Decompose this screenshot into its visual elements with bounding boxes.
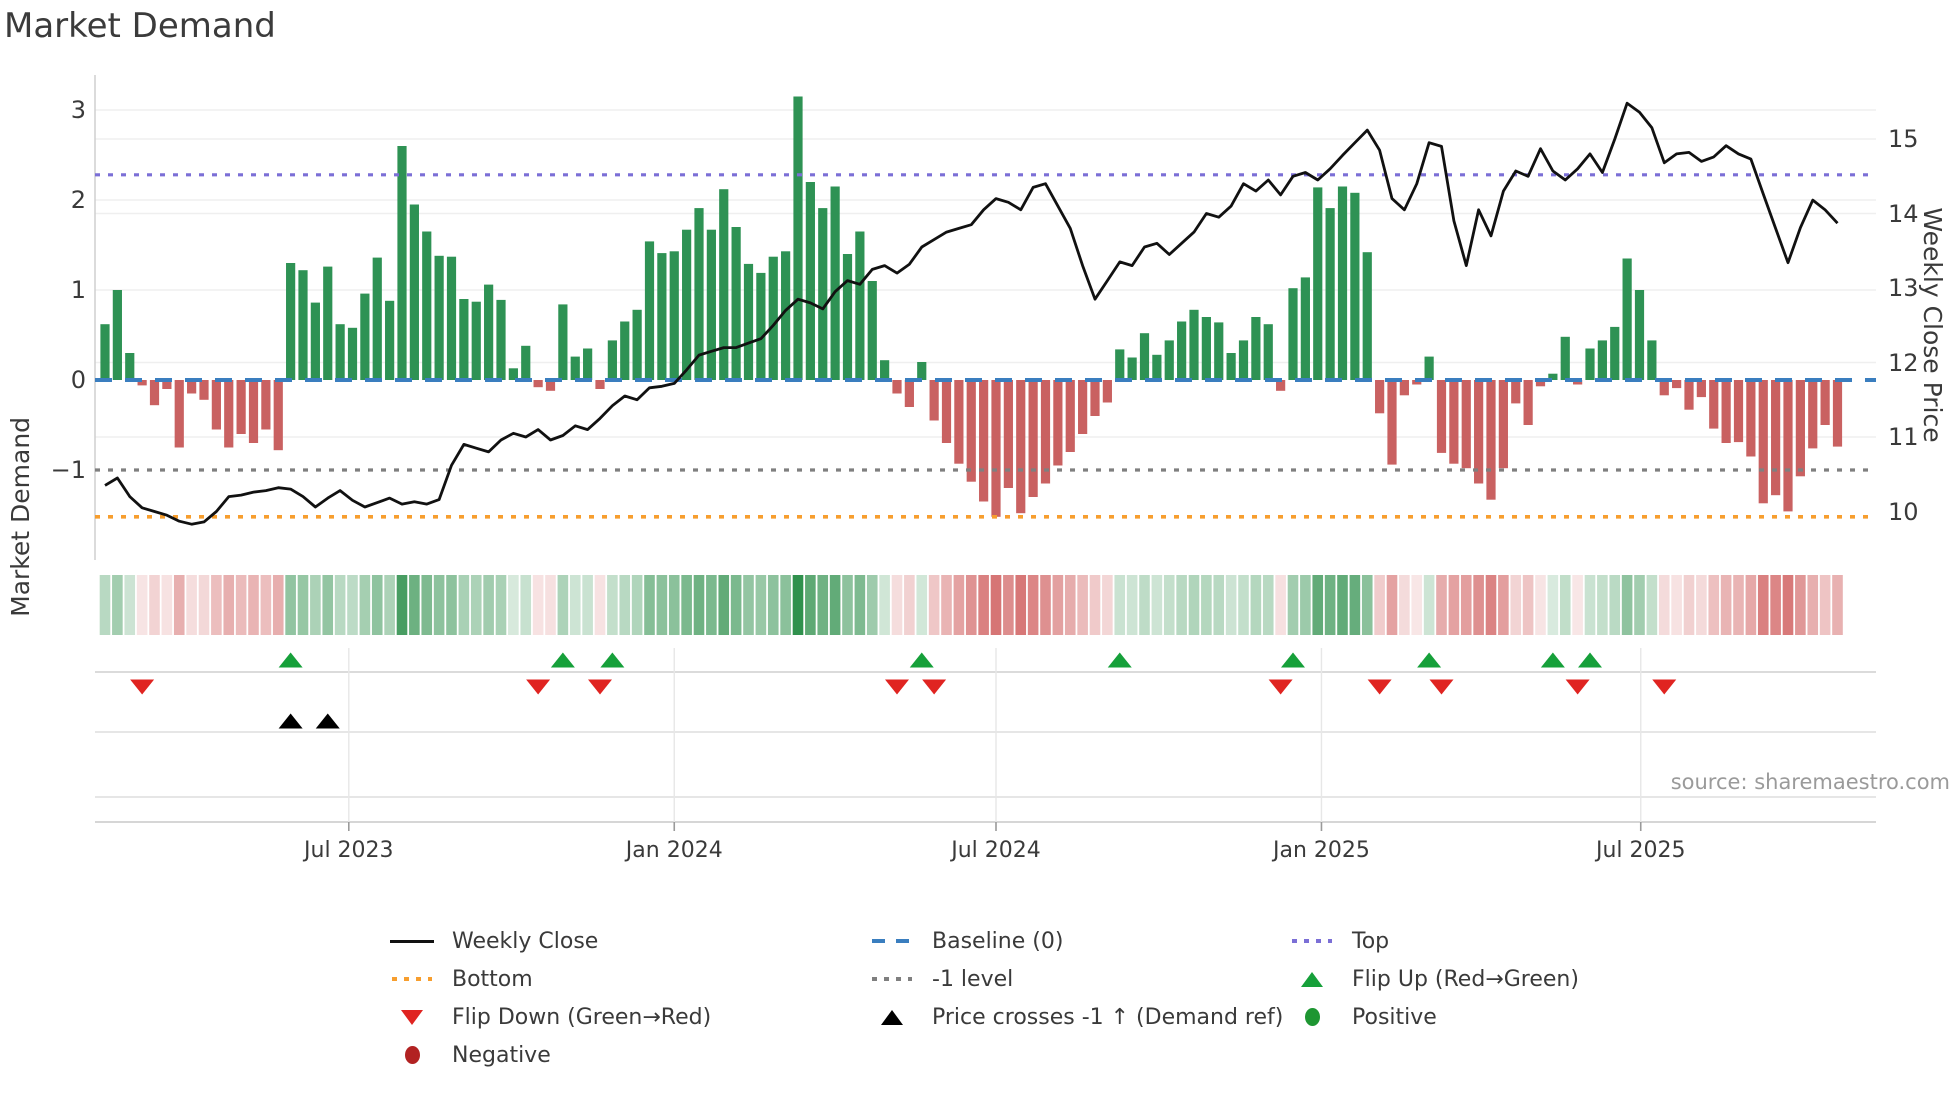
- legend-item: Baseline (0): [868, 922, 1283, 960]
- legend-column-2: Baseline (0) -1 level Price crosses -1 ↑ (…: [868, 922, 1283, 1036]
- legend-column-1: Weekly Close Bottom Flip Down (Green→Red) N…: [388, 922, 711, 1074]
- legend-item: Positive: [1288, 998, 1579, 1036]
- legend-label: Baseline (0): [932, 928, 1064, 954]
- legend-label: Bottom: [452, 966, 533, 992]
- right-tick-13: 13: [1888, 274, 1919, 302]
- legend-tri-up-icon: [1288, 971, 1336, 987]
- x-tick-jul-2024: Jul 2024: [951, 838, 1041, 863]
- legend-dotted-icon: [868, 977, 916, 981]
- price-line: [104, 101, 1839, 526]
- legend-label: Negative: [452, 1042, 551, 1068]
- legend-item: -1 level: [868, 960, 1283, 998]
- legend-circle-icon: [1288, 1008, 1336, 1026]
- right-tick-11: 11: [1888, 423, 1919, 451]
- legend-label: Positive: [1352, 1004, 1437, 1030]
- legend-label: Weekly Close: [452, 928, 599, 954]
- legend-dashed-icon: [868, 939, 916, 943]
- left-tick-2: 2: [70, 186, 86, 214]
- legend-label: Top: [1352, 928, 1390, 954]
- legend-label: Price crosses -1 ↑ (Demand ref): [932, 1004, 1284, 1030]
- legend-tri-down-icon: [388, 1009, 436, 1025]
- left-axis-title: Market Demand: [6, 416, 35, 617]
- legend-tri-up-icon: [868, 1009, 916, 1025]
- legend-item: Bottom: [388, 960, 711, 998]
- marker-panel: [95, 648, 1876, 831]
- legend-item: Price crosses -1 ↑ (Demand ref): [868, 998, 1283, 1036]
- legend-item: Flip Up (Red→Green): [1288, 960, 1579, 998]
- left-tick-0: 0: [70, 366, 86, 394]
- left-tick-1: 1: [70, 276, 86, 304]
- source-credit: source: sharemaestro.com: [1670, 770, 1950, 794]
- legend-line-icon: [388, 939, 436, 943]
- legend-label: Flip Down (Green→Red): [452, 1004, 712, 1030]
- legend-item: Negative: [388, 1036, 711, 1074]
- right-axis-title: Weekly Close Price: [1918, 207, 1947, 443]
- right-tick-10: 10: [1888, 497, 1919, 526]
- legend-dotted-icon: [1288, 939, 1336, 943]
- legend-item: Weekly Close: [388, 922, 711, 960]
- legend-item: Flip Down (Green→Red): [388, 998, 711, 1036]
- x-tick-jan-2025: Jan 2025: [1273, 838, 1370, 863]
- left-tick-3: 3: [70, 96, 86, 124]
- right-tick-14: 14: [1888, 199, 1919, 228]
- price-cross-markers: [278, 713, 340, 729]
- page-title: Market Demand: [4, 6, 276, 46]
- x-tick-jul-2023: Jul 2023: [304, 838, 394, 863]
- flip-down-markers: [130, 679, 1677, 695]
- right-tick-15: 15: [1888, 125, 1919, 153]
- x-tick-jul-2025: Jul 2025: [1595, 838, 1686, 863]
- legend-column-3: Top Flip Up (Red→Green) Positive: [1288, 922, 1579, 1036]
- chart-legend: Weekly Close Bottom Flip Down (Green→Red) N…: [388, 922, 1808, 1092]
- flip-up-markers: [278, 652, 1602, 668]
- left-tick-−1: −1: [50, 456, 86, 484]
- legend-dotted-icon: [388, 977, 436, 981]
- legend-label: -1 level: [932, 966, 1014, 992]
- demand-bars: [100, 96, 1843, 517]
- legend-circle-icon: [388, 1046, 436, 1064]
- right-tick-12: 12: [1888, 348, 1919, 377]
- legend-label: Flip Up (Red→Green): [1352, 966, 1579, 992]
- x-tick-jan-2024: Jan 2024: [625, 838, 723, 863]
- level-lines: [95, 173, 1876, 519]
- legend-item: Top: [1288, 922, 1579, 960]
- demand-heatmap: [99, 575, 1843, 635]
